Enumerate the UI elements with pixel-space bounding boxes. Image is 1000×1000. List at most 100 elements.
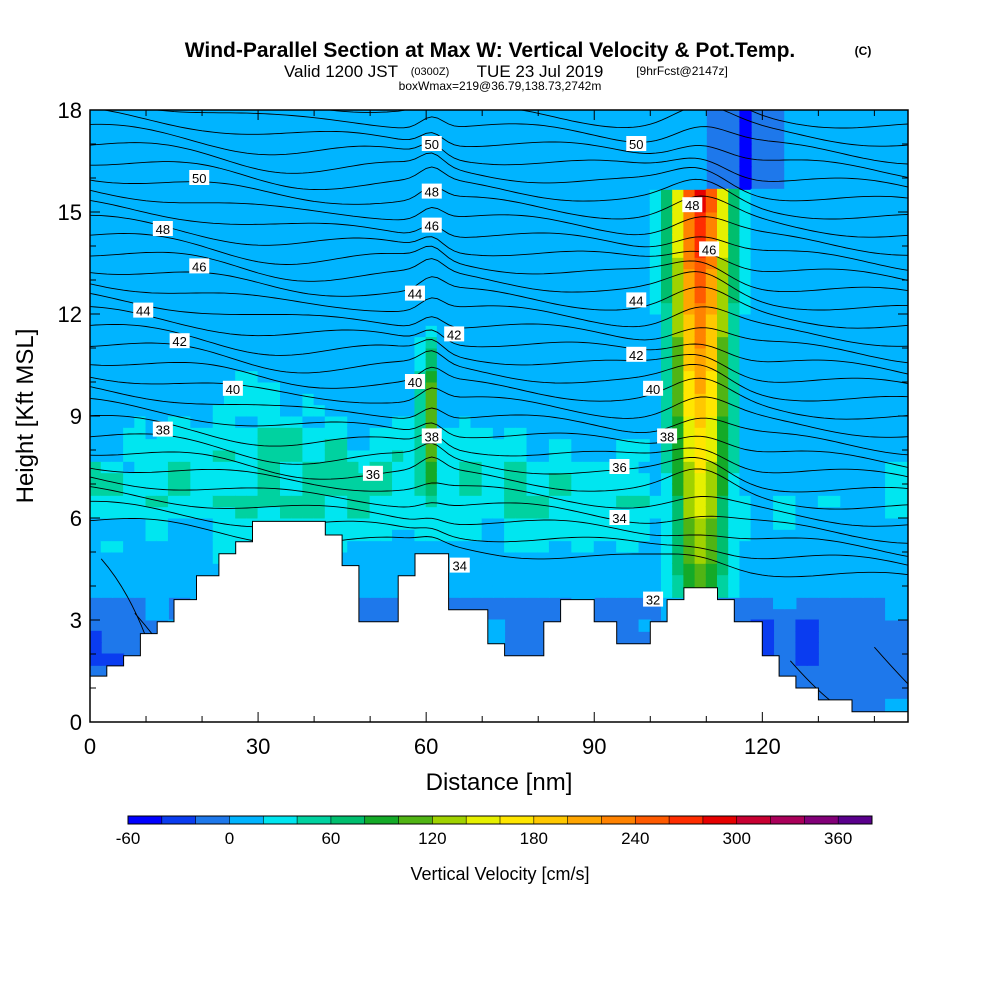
field-cell [571,494,584,508]
field-cell [795,540,808,553]
field-cell [705,324,719,338]
field-cell [279,358,293,372]
field-cell [448,245,461,258]
field-cell [268,143,281,156]
field-cell [369,110,382,122]
field-cell [392,528,405,542]
field-cell [201,517,214,530]
field-cell [526,506,539,519]
field-cell [145,188,158,202]
field-cell [111,234,125,247]
field-cell [448,426,461,440]
field-cell [179,517,192,530]
field-cell [806,347,819,360]
field-cell [100,381,113,394]
field-cell [515,540,528,553]
field-cell [257,200,270,213]
field-cell [885,381,898,394]
field-cell [638,506,651,519]
contour-label-text: 42 [447,327,461,342]
field-cell [246,256,259,270]
field-cell [145,460,158,474]
field-cell [235,256,248,270]
field-cell [660,415,674,428]
field-cell [739,336,752,349]
contour-label: 34 [609,510,630,526]
field-cell [873,517,887,530]
field-cell [885,290,898,304]
field-cell [537,234,550,247]
field-cell [627,562,640,576]
field-cell [840,562,853,576]
field-cell [526,132,539,145]
field-cell [896,698,908,712]
field-cell [593,392,606,406]
field-cell [448,222,461,236]
field-cell [201,528,214,542]
field-cell [156,177,169,190]
field-cell [123,143,136,156]
field-cell [761,313,775,326]
field-cell [257,234,270,247]
field-cell [111,336,125,349]
field-cell [660,177,674,190]
field-cell [201,426,214,440]
field-cell [369,506,382,519]
field-cell [459,256,472,270]
field-cell [560,460,573,474]
field-cell [246,426,259,440]
field-cell [448,120,461,134]
field-cell [492,268,506,281]
field-cell [840,290,853,304]
field-cell [459,313,472,326]
field-cell [750,426,763,440]
field-cell [705,404,719,417]
field-cell [694,268,707,281]
field-cell [358,392,371,406]
field-cell [223,404,237,417]
field-cell [492,381,506,394]
field-cell [425,166,438,179]
field-cell [111,222,125,236]
field-cell [873,324,887,338]
field-cell [515,177,528,190]
field-cell [761,268,775,281]
field-cell [279,290,293,304]
field-cell [750,279,763,292]
field-cell [638,404,651,417]
field-cell [324,358,338,372]
field-cell [145,290,158,304]
field-cell [425,540,438,553]
field-cell [649,132,662,145]
field-cell [560,506,573,519]
field-cell [817,370,831,383]
field-cell [638,268,651,281]
field-cell [425,200,438,213]
field-cell [694,404,707,417]
field-cell [268,313,281,326]
field-cell [223,120,237,134]
field-cell [167,392,181,406]
field-cell [190,211,203,224]
field-cell [750,449,763,462]
theta-contour [90,451,908,510]
contour-label: 48 [152,221,173,237]
field-cell [436,200,450,213]
field-cell [773,551,786,564]
field-cell [90,143,102,156]
field-cell [190,279,203,292]
field-cell [851,132,864,145]
field-cell [190,132,203,145]
field-cell [840,188,853,202]
field-cell [593,415,606,428]
field-cell [683,313,696,326]
field-cell [392,200,405,213]
field-cell [638,211,651,224]
theta-contour [90,342,908,402]
field-cell [111,166,125,179]
field-cell [694,154,707,168]
field-cell [683,449,696,462]
field-cell [638,222,651,236]
field-cell [470,347,483,360]
field-cell [560,381,573,394]
